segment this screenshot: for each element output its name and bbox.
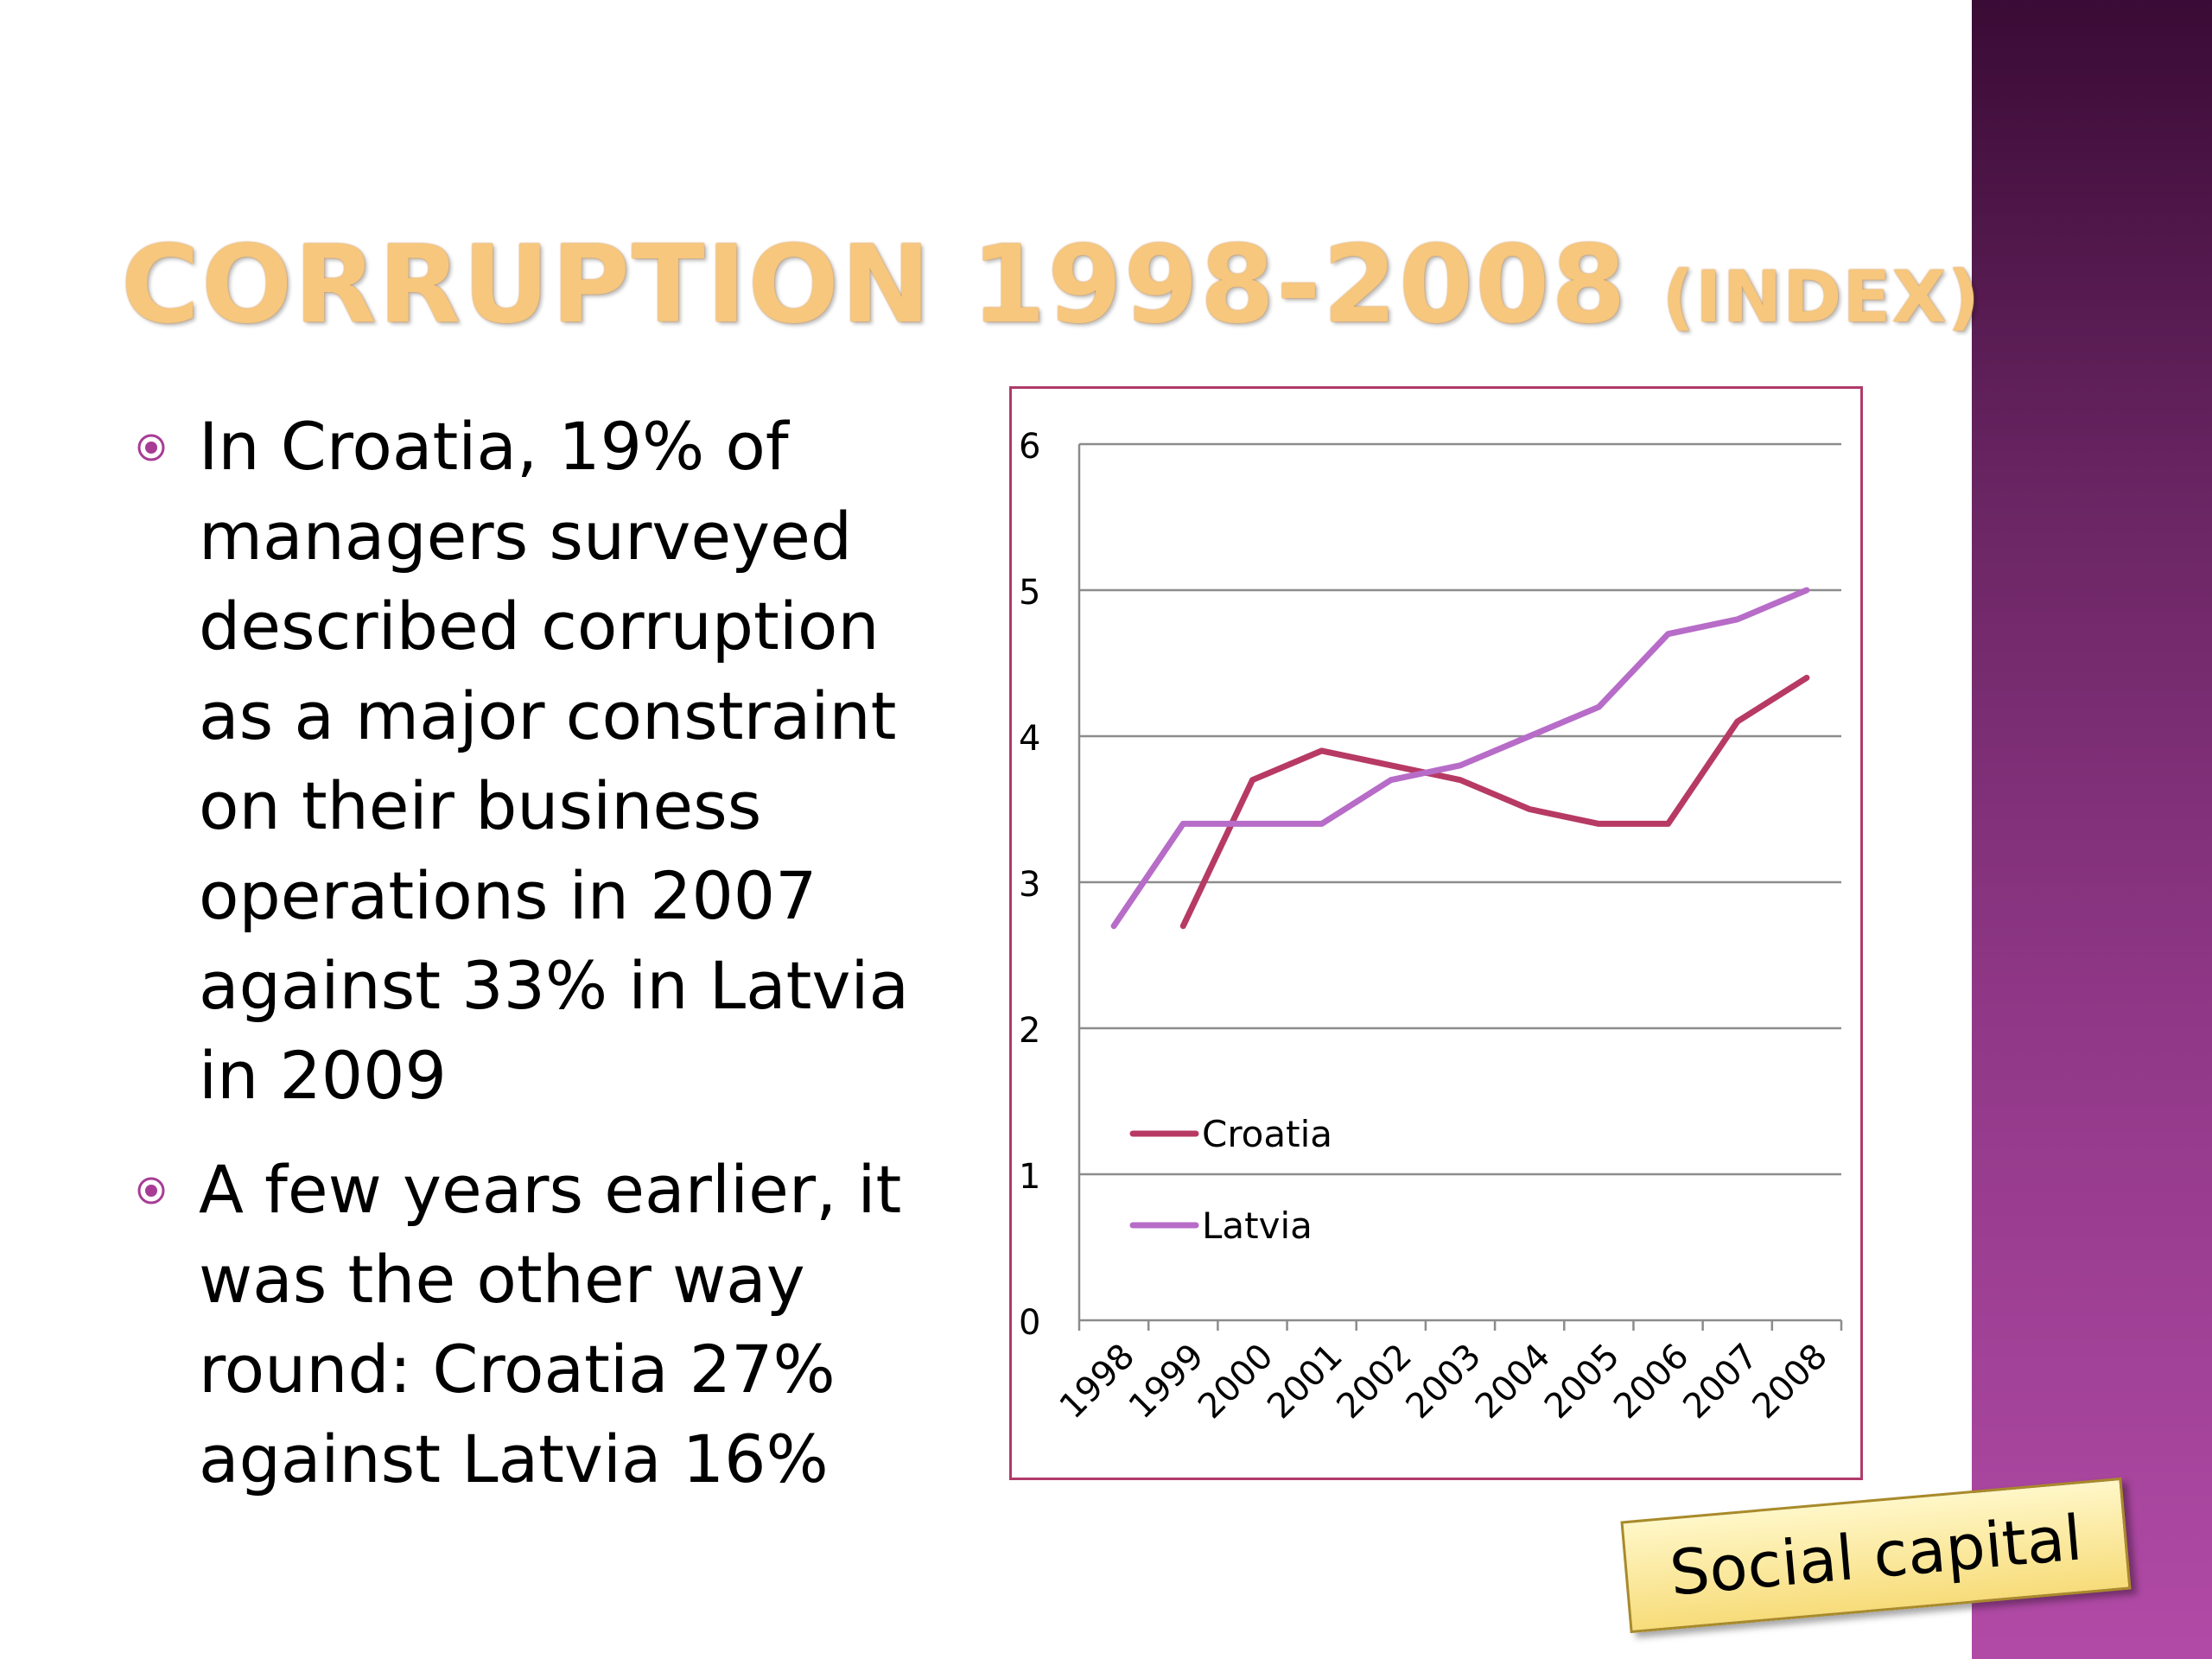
slide-title: CORRUPTION 1998-2008 (INDEX) xyxy=(121,223,1980,347)
callout-text: Social capital xyxy=(1667,1501,2085,1610)
y-tick-label: 6 xyxy=(1019,427,1040,467)
x-tick-label: 2005 xyxy=(1537,1337,1628,1427)
y-tick-label: 5 xyxy=(1019,573,1040,613)
legend-label: Croatia xyxy=(1202,1113,1332,1155)
decorative-side-band xyxy=(1972,0,2212,1659)
bullet-text: A few years earlier, it was the other wa… xyxy=(199,1151,902,1497)
x-tick-label: 2000 xyxy=(1191,1337,1281,1427)
chart-container: 0 1 2 3 4 5 6 1998 1999 2000 2001 2002 2003 2004 2005 2… xyxy=(1009,386,1863,1480)
bullet-item: In Croatia, 19% of managers surveyed des… xyxy=(137,402,966,1121)
x-tick-label: 2003 xyxy=(1399,1337,1490,1427)
title-main: CORRUPTION 1998-2008 xyxy=(121,223,1628,347)
series-line-latvia xyxy=(1110,587,1810,930)
x-tick-label: 2006 xyxy=(1606,1337,1697,1427)
line-chart: 0123456199819992000200120022003200420052… xyxy=(1019,427,1843,1427)
y-tick-label: 0 xyxy=(1019,1303,1040,1343)
x-tick-label: 2007 xyxy=(1675,1337,1766,1427)
y-tick-label: 2 xyxy=(1019,1011,1040,1051)
bullet-item: A few years earlier, it was the other wa… xyxy=(137,1145,966,1504)
x-tick-label: 2001 xyxy=(1260,1337,1351,1427)
title-sub: (INDEX) xyxy=(1662,257,1981,339)
bullet-text: In Croatia, 19% of managers surveyed des… xyxy=(199,408,910,1114)
series-line-croatia xyxy=(1179,674,1810,930)
bullet-list: In Croatia, 19% of managers surveyed des… xyxy=(137,402,966,1529)
circle-bullet-icon xyxy=(137,434,165,461)
x-tick-label: 1999 xyxy=(1122,1337,1212,1427)
x-tick-label: 2004 xyxy=(1468,1337,1559,1427)
x-tick-label: 2002 xyxy=(1329,1337,1420,1427)
circle-bullet-icon xyxy=(137,1177,165,1205)
y-tick-label: 1 xyxy=(1019,1157,1040,1197)
legend-label: Latvia xyxy=(1202,1205,1313,1247)
x-tick-label: 2008 xyxy=(1745,1337,1835,1427)
y-tick-label: 3 xyxy=(1019,865,1040,905)
y-tick-label: 4 xyxy=(1019,719,1040,759)
x-tick-label: 1998 xyxy=(1052,1337,1143,1427)
